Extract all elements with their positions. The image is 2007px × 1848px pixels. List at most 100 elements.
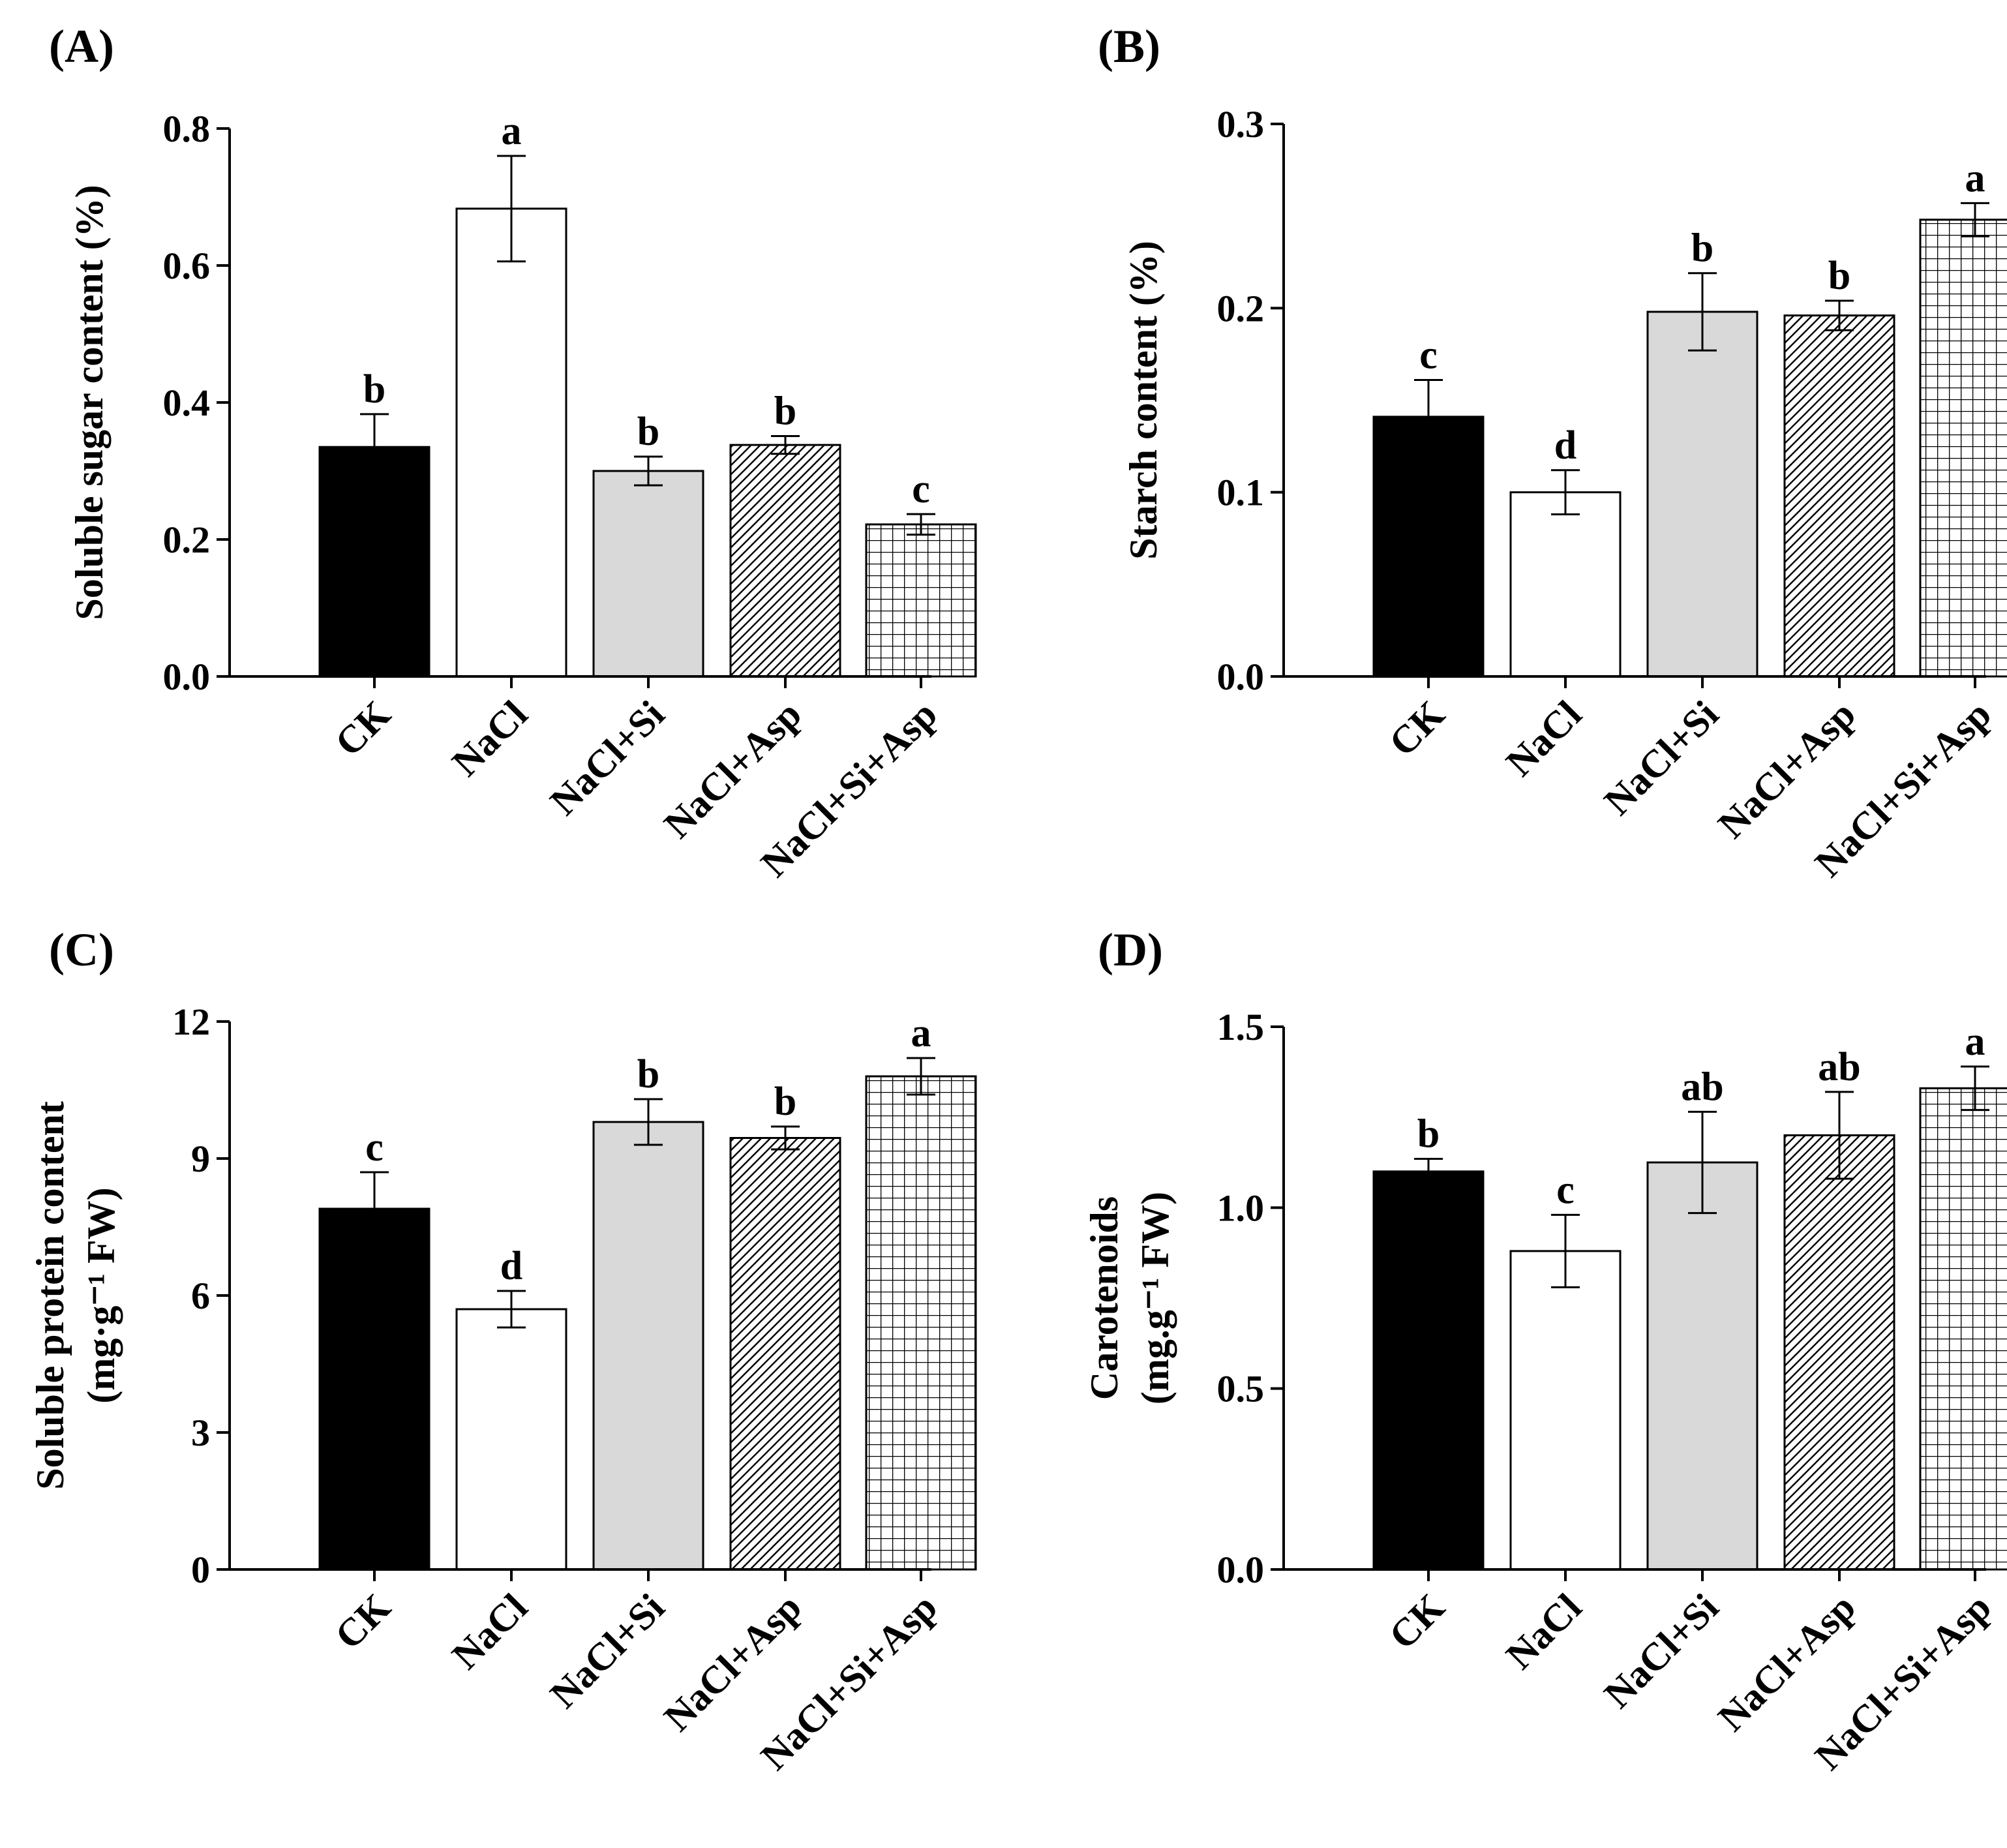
bar-nacl-plus-si-c [592,1121,704,1571]
x-tick-label-ck-d: CK [1381,1585,1453,1658]
bar-nacl-c [455,1308,567,1571]
y-tick-label-b-3: 0.3 [1217,103,1265,145]
x-tick-label-nacl-a: NaCl [444,693,536,785]
significance-label-nacl-plus-asp-c: b [774,1080,796,1124]
error-bar-nacl-plus-si-c [634,1098,663,1146]
x-tick-label-nacl-plus-si-b: NaCl+Si [1596,693,1727,824]
y-tick-label-a-3: 0.6 [163,245,211,287]
significance-label-nacl-c: d [500,1244,522,1288]
x-tick-label-ck-a: CK [327,692,399,765]
bar-ck-c [318,1207,430,1571]
error-bar-nacl-a [497,155,526,263]
x-tick-label-ck-c: CK [327,1585,399,1658]
error-bar-nacl-c [497,1290,526,1329]
y-tick-label-c-1: 3 [191,1412,210,1454]
bar-nacl-plus-asp-c [729,1137,841,1571]
bar-nacl-plus-si-b [1646,311,1758,678]
y-tick-label-a-1: 0.2 [163,519,211,561]
y-tick-label-d-2: 1.0 [1217,1187,1265,1229]
y-tick-label-c-2: 6 [191,1275,210,1317]
significance-label-nacl-plus-si-a: b [637,410,659,454]
panel-label-b: (B) [1098,20,1160,72]
error-bar-nacl-plus-si-a [634,455,663,487]
bar-nacl-plus-asp-b [1783,314,1895,678]
bar-ck-b [1372,416,1485,678]
significance-label-nacl-plus-asp-b: b [1828,254,1850,298]
significance-label-nacl-plus-si-c: b [637,1052,659,1097]
error-bar-ck-a [360,413,389,481]
error-bar-nacl-plus-si-d [1688,1110,1717,1215]
error-bar-nacl-plus-asp-c [771,1125,800,1151]
bar-nacl-a [455,207,567,678]
error-bar-nacl-plus-si-plus-asp-a [907,513,935,536]
panel-a: (A)bCKaNaClbNaCl+SibNaCl+AspcNaCl+Si+Asp… [49,20,977,885]
significance-label-ck-d: b [1417,1112,1440,1156]
y-tick-label-c-4: 12 [172,1001,210,1043]
y-tick-label-b-2: 0.2 [1217,287,1265,329]
significance-label-ck-c: c [365,1125,384,1170]
panel-c: (C)cCKdNaClbNaCl+SibNaCl+AspaNaCl+Si+Asp… [29,924,977,1778]
panel-label-d: (D) [1098,924,1163,976]
bar-nacl-d [1509,1250,1622,1571]
y-tick-label-d-3: 1.5 [1217,1006,1265,1048]
significance-label-nacl-plus-si-plus-asp-b: a [1965,156,1985,200]
bar-nacl-b [1509,491,1622,678]
significance-label-nacl-b: d [1554,423,1577,468]
significance-label-nacl-plus-asp-a: b [774,389,796,433]
y-tick-label-b-0: 0.0 [1217,656,1265,698]
y-tick-label-a-0: 0.0 [163,656,211,698]
significance-label-nacl-plus-si-plus-asp-a: c [912,467,930,511]
y-tick-label-d-1: 0.5 [1217,1368,1265,1410]
error-bar-nacl-b [1551,469,1580,516]
bar-nacl-plus-si-plus-asp-c [865,1075,977,1571]
error-bar-ck-b [1414,378,1443,455]
error-bar-nacl-plus-si-plus-asp-c [907,1057,935,1096]
x-tick-label-nacl-plus-si-d: NaCl+Si [1596,1586,1727,1717]
bar-nacl-plus-si-plus-asp-b [1919,219,2007,678]
y-tick-label-a-2: 0.4 [163,382,211,424]
bar-nacl-plus-si-d [1646,1161,1758,1571]
panels-root: (A)bCKaNaClbNaCl+SibNaCl+AspcNaCl+Si+Asp… [29,20,2007,1778]
error-bar-nacl-plus-si-plus-asp-b [1961,202,1989,237]
significance-label-nacl-plus-si-plus-asp-d: a [1965,1020,1985,1064]
y-tick-label-d-0: 0.0 [1217,1549,1265,1591]
y-axis-title-d-line-2: (mg.g⁻¹ FW) [1134,1192,1177,1404]
significance-label-nacl-plus-si-b: b [1691,226,1713,271]
panel-label-a: (A) [49,20,114,72]
panel-label-c: (C) [49,924,114,976]
significance-label-ck-a: b [363,367,385,412]
significance-label-nacl-d: c [1556,1168,1575,1212]
y-axis-title-c-line-2: (mg·g⁻¹ FW) [80,1187,123,1403]
y-tick-label-a-4: 0.8 [163,108,211,150]
x-tick-label-ck-b: CK [1381,692,1453,765]
y-tick-label-b-1: 0.1 [1217,472,1265,514]
bar-nacl-plus-asp-a [729,444,841,678]
bar-ck-d [1372,1170,1485,1571]
error-bar-nacl-plus-asp-a [771,434,800,455]
panel-b: (B)cCKdNaClbNaCl+SibNaCl+AspaNaCl+Si+Asp… [1098,20,2007,885]
x-tick-label-nacl-c: NaCl [444,1586,536,1678]
error-bar-nacl-d [1551,1213,1580,1288]
y-axis-title-c-line-1: Soluble protein content [29,1101,72,1490]
bar-nacl-plus-asp-d [1783,1134,1895,1571]
y-tick-label-c-0: 0 [191,1549,210,1591]
x-tick-label-nacl-plus-si-a: NaCl+Si [542,693,673,824]
x-tick-label-nacl-plus-si-c: NaCl+Si [542,1586,673,1717]
y-tick-label-c-3: 9 [191,1138,210,1180]
significance-label-nacl-plus-asp-d: ab [1818,1045,1860,1089]
significance-label-nacl-plus-si-d: ab [1681,1065,1723,1109]
error-bar-nacl-plus-asp-d [1825,1091,1854,1180]
bar-ck-a [318,446,430,678]
x-tick-label-nacl-d: NaCl [1498,1586,1590,1678]
bar-nacl-plus-si-a [592,470,704,678]
significance-label-nacl-a: a [502,109,522,153]
y-axis-title-d-line-1: Carotenoids [1083,1196,1126,1400]
error-bar-nacl-plus-asp-b [1825,299,1854,331]
y-axis-title-b: Starch content (%) [1122,241,1165,560]
bar-nacl-plus-si-plus-asp-d [1919,1087,2007,1571]
panel-d: (D)bCKcNaClabNaCl+SiabNaCl+AspaNaCl+Si+A… [1083,924,2007,1778]
y-axis-title-a: Soluble sugar content (%) [68,185,111,620]
x-tick-label-nacl-b: NaCl [1498,693,1590,785]
error-bar-ck-c [360,1171,389,1247]
